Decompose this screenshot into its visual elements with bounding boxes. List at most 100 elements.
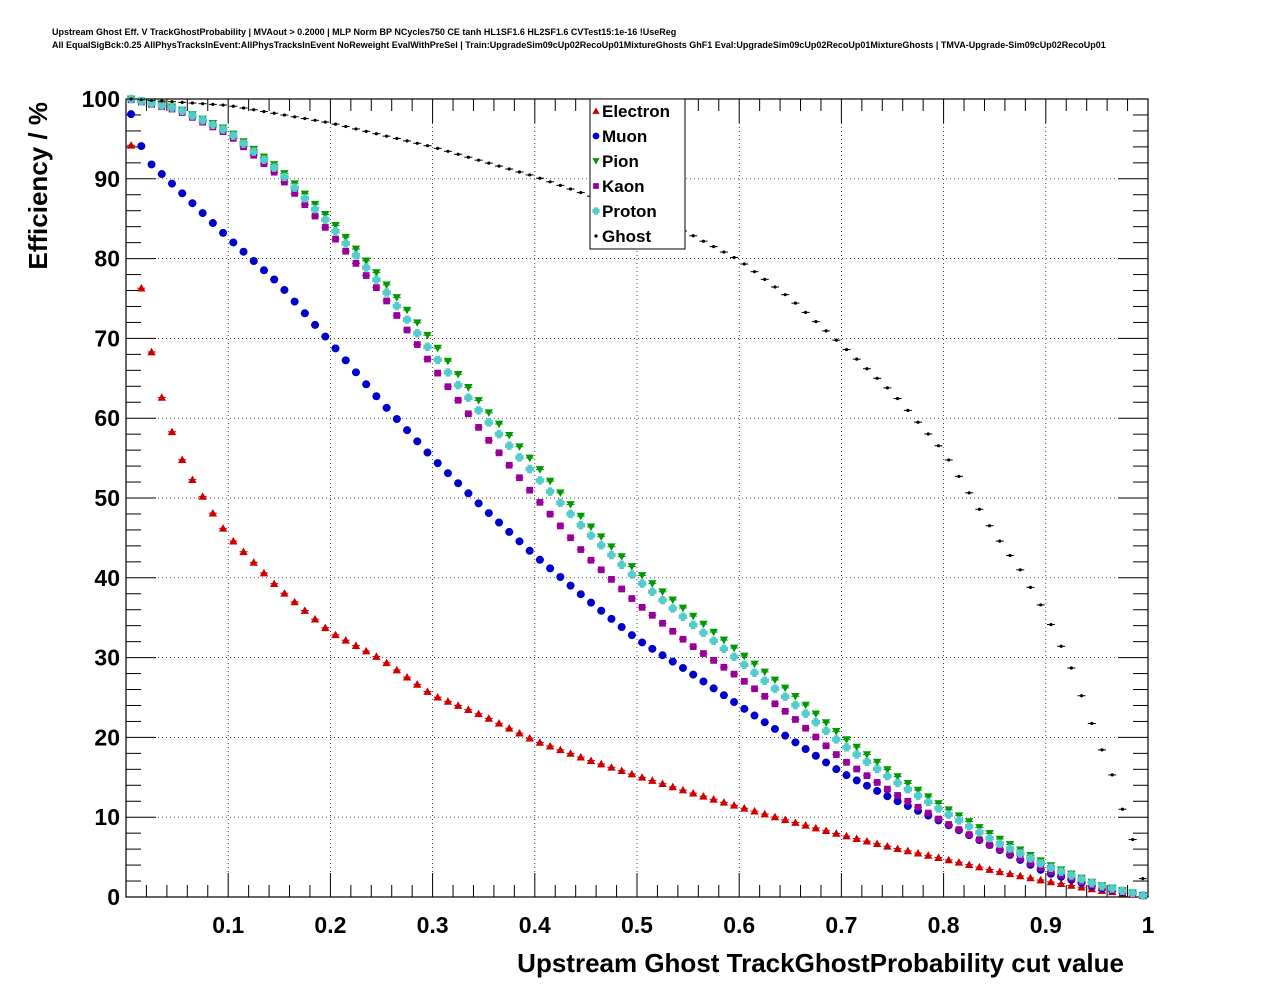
data-point-ghost [323, 120, 327, 124]
data-point-muon [648, 644, 657, 653]
data-point-muon [781, 731, 790, 740]
legend-box [589, 98, 686, 250]
data-point-electron [157, 393, 166, 401]
data-point-kaon [516, 474, 523, 482]
data-point-pion [515, 443, 524, 451]
data-point-proton [157, 101, 166, 110]
data-point-proton [607, 550, 616, 560]
data-point-electron [832, 829, 841, 837]
data-point-muon [893, 797, 902, 806]
data-point-muon [362, 380, 371, 389]
data-point-proton [678, 612, 688, 621]
data-point-proton [525, 464, 534, 474]
data-point-muon [587, 598, 595, 607]
data-point-kaon [832, 751, 840, 758]
data-point-kaon [608, 576, 615, 583]
data-point-ghost [1120, 807, 1125, 811]
data-point-ghost [1049, 622, 1053, 627]
data-point-muon [566, 581, 575, 590]
data-point-electron [239, 547, 248, 556]
data-point-proton [586, 531, 596, 540]
data-point-muon [147, 160, 156, 169]
legend: Electron Muon Pion Kaon Proton Ghost [589, 98, 686, 250]
data-point-ghost [783, 293, 787, 297]
data-point-ghost [221, 103, 225, 107]
data-point-ghost [834, 338, 838, 342]
data-point-ghost [497, 164, 501, 168]
data-point-electron [1067, 881, 1076, 889]
data-point-muon [525, 546, 534, 555]
data-point-kaon [505, 461, 513, 469]
data-point-ghost [262, 109, 266, 114]
data-point-ghost [865, 367, 869, 371]
data-point-kaon [935, 815, 942, 823]
data-point-ghost [998, 539, 1002, 543]
data-point-proton [188, 111, 197, 120]
chart-title-line-1: Upstream Ghost Eff. V TrackGhostProbabil… [52, 27, 677, 37]
data-point-pion [893, 773, 902, 781]
data-point-pion [770, 676, 780, 685]
data-point-proton [198, 115, 207, 125]
data-point-ghost [957, 474, 961, 478]
data-point-pion [699, 620, 708, 629]
x-tick-label: 0.6 [723, 912, 755, 938]
data-point-electron [198, 492, 207, 500]
data-point-muon [137, 142, 146, 151]
data-point-kaon [270, 168, 278, 176]
series-ghost [127, 97, 1147, 881]
y-tick-label: 100 [82, 86, 120, 112]
data-point-proton [259, 155, 269, 164]
data-point-pion [811, 710, 821, 719]
data-point-muon [413, 437, 422, 446]
data-point-electron [208, 508, 218, 517]
data-point-pion [494, 420, 504, 429]
data-point-electron [852, 834, 861, 842]
data-point-ghost [129, 97, 133, 101]
data-point-pion [321, 211, 330, 219]
data-point-proton [637, 579, 647, 588]
data-point-electron [402, 672, 412, 681]
data-point-ghost [742, 262, 746, 266]
data-point-proton [740, 660, 749, 669]
data-point-muon [372, 392, 381, 401]
data-point-proton [1046, 863, 1056, 872]
data-point-electron [1056, 879, 1066, 888]
data-point-electron [719, 798, 729, 806]
data-point-ghost [139, 98, 143, 102]
data-point-proton [658, 595, 667, 605]
data-point-pion [872, 758, 882, 767]
data-point-electron [178, 455, 187, 464]
data-point-electron [964, 860, 974, 869]
data-point-proton [648, 587, 657, 597]
data-point-muon [280, 285, 289, 294]
data-point-proton [791, 700, 800, 710]
data-point-proton [1138, 891, 1148, 900]
data-point-ghost [528, 173, 532, 177]
data-point-muon [474, 499, 483, 508]
legend-marker-muon [592, 132, 600, 140]
data-point-pion [648, 580, 657, 588]
data-point-kaon [485, 437, 493, 444]
data-point-electron [515, 728, 524, 737]
data-point-ghost [814, 320, 818, 324]
data-point-muon [842, 771, 851, 780]
data-point-kaon [689, 643, 697, 651]
data-point-ghost [333, 122, 338, 126]
data-point-electron [259, 568, 269, 577]
data-point-kaon [536, 498, 544, 506]
data-point-ghost [1131, 837, 1135, 842]
data-point-electron [985, 865, 994, 873]
data-point-kaon [638, 603, 646, 611]
data-point-proton [535, 476, 545, 485]
y-tick-label: 60 [94, 405, 120, 431]
data-point-muon [505, 527, 514, 536]
data-point-muon [801, 745, 810, 754]
data-point-proton [801, 709, 810, 718]
data-point-kaon [393, 312, 401, 319]
data-point-pion [637, 572, 647, 580]
data-point-ghost [568, 187, 573, 191]
data-point-ghost [201, 102, 205, 106]
data-point-kaon [914, 803, 922, 811]
data-point-pion [883, 766, 892, 774]
y-tick-label: 30 [94, 645, 120, 671]
